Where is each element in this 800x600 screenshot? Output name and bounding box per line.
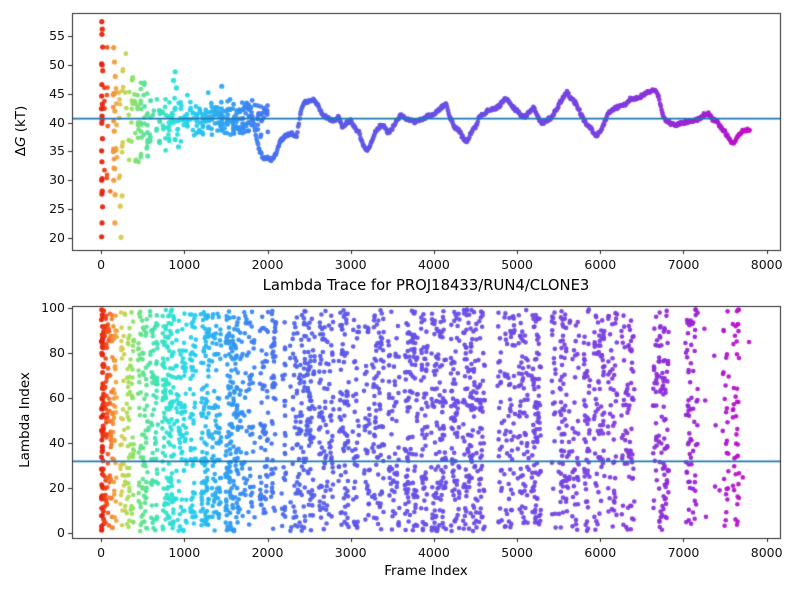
x-tick-label: 4000 (417, 257, 450, 272)
bottom-plot-title: Lambda Trace for PROJ18433/RUN4/CLONE3 (262, 277, 590, 294)
x-tick-label: 8000 (750, 545, 783, 560)
x-tick-label: 6000 (584, 545, 617, 560)
y-tick-label: 20 (49, 229, 65, 245)
y-tick-label: 45 (49, 85, 65, 101)
x-tick-label: 0 (97, 545, 106, 560)
y-tick-label: 55 (49, 28, 65, 44)
y-tick-label: 50 (49, 56, 65, 72)
y-tick-label: 25 (49, 201, 65, 217)
x-tick-label: 1000 (168, 545, 201, 560)
y-tick-label: 40 (49, 114, 65, 130)
x-tick-label: 4000 (417, 545, 450, 560)
x-tick-label: 3000 (334, 257, 367, 272)
x-tick-label: 1000 (168, 257, 201, 272)
y-tick-label: 100 (41, 300, 65, 316)
x-tick-label: 2000 (251, 257, 284, 272)
y-tick-label: 30 (49, 172, 65, 188)
x-tick-label: 5000 (501, 257, 533, 272)
y-tick-label: 60 (49, 390, 65, 406)
x-tick-label: 6000 (584, 257, 617, 272)
y-tick-label: 20 (49, 480, 65, 496)
bottom-xlabel: Frame Index (384, 563, 468, 579)
y-tick-label: 40 (49, 435, 65, 451)
x-tick-label: 3000 (334, 545, 367, 560)
x-tick-label: 5000 (501, 545, 533, 560)
y-tick-label: 0 (57, 525, 65, 541)
y-tick-label: 35 (49, 143, 65, 159)
x-tick-label: 7000 (667, 545, 700, 560)
x-tick-label: 2000 (251, 545, 284, 560)
x-tick-label: 8000 (750, 257, 783, 272)
x-tick-label: 0 (97, 257, 106, 272)
bottom-ylabel: Lambda Index (17, 372, 33, 468)
y-tick-label: 80 (49, 345, 65, 361)
x-tick-label: 7000 (667, 257, 700, 272)
